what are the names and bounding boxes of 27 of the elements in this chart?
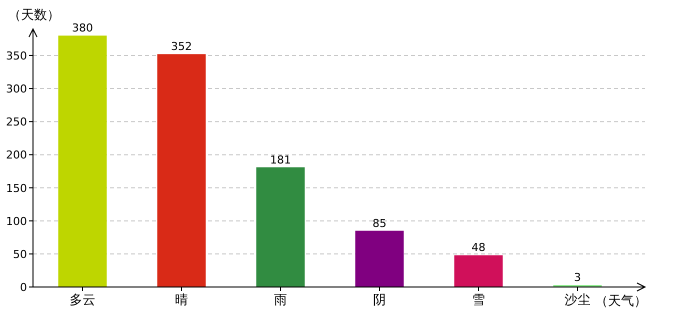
y-tick-label: 300 [6,82,27,96]
x-tick-label: 雨 [274,293,287,308]
x-tick-label: 晴 [175,293,188,308]
bar [256,167,305,287]
data-label: 48 [472,241,486,254]
data-label: 3 [574,271,581,284]
y-tick-label: 350 [6,49,27,62]
data-label: 85 [372,216,386,230]
x-tick-label: 阴 [373,293,386,308]
data-label: 380 [72,22,93,35]
data-label: 352 [171,40,192,54]
data-label: 181 [270,153,291,166]
bar [454,255,503,287]
x-tick-label: 多云 [70,293,96,308]
y-tick-label: 250 [6,116,27,129]
bar [355,230,404,287]
bar [58,36,107,287]
y-axis-title: （天数） [8,8,60,23]
x-axis-title: （天气） [595,294,647,309]
y-tick-label: 0 [20,281,27,294]
bar [157,54,206,287]
y-tick-label: 50 [13,248,27,261]
x-tick-label: 沙尘 [564,293,590,308]
y-tick-label: 150 [6,182,27,195]
x-tick-label: 雪 [472,293,485,308]
y-tick-label: 200 [6,148,27,162]
y-tick-label: 100 [6,214,27,228]
